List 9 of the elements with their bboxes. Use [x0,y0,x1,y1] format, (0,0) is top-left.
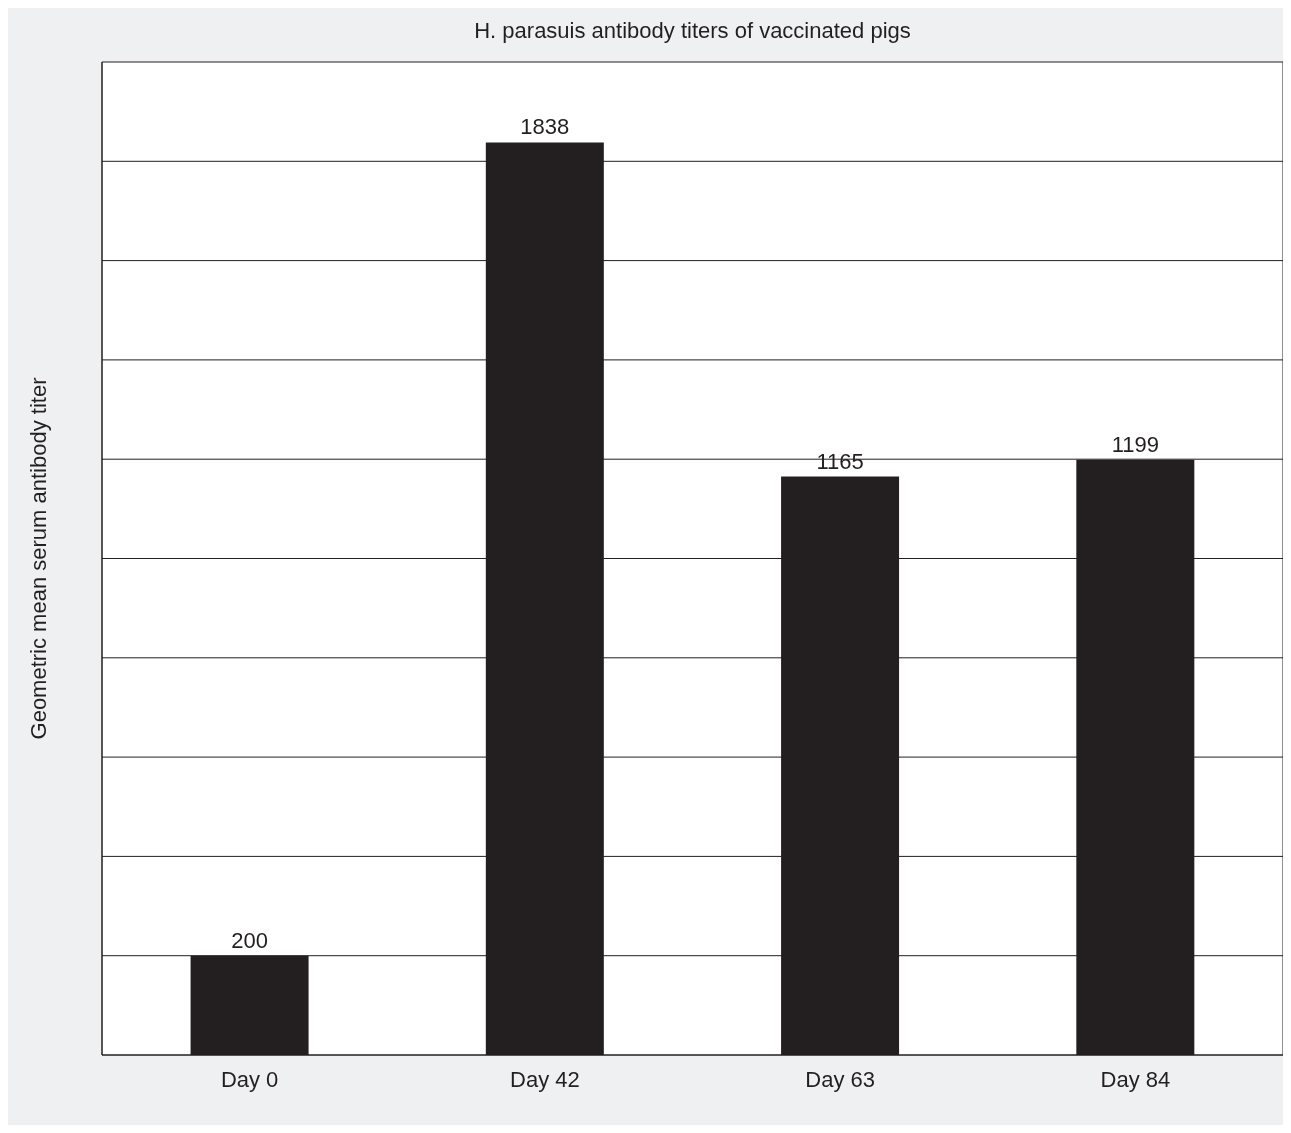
x-tick-label: Day 84 [1100,1066,1171,1092]
data-label: 200 [231,927,268,953]
chart-title: H. parasuis antibody titers of vaccinated pigs [473,18,912,44]
data-label: 1199 [1111,431,1159,457]
x-tick-label: Day 0 [220,1066,279,1092]
x-tick-label: Day 63 [805,1066,875,1092]
y-axis-title: Geometric mean serum antibody titer [25,377,51,740]
data-label: 1838 [520,114,570,140]
x-tick-label: Day 42 [510,1066,580,1092]
